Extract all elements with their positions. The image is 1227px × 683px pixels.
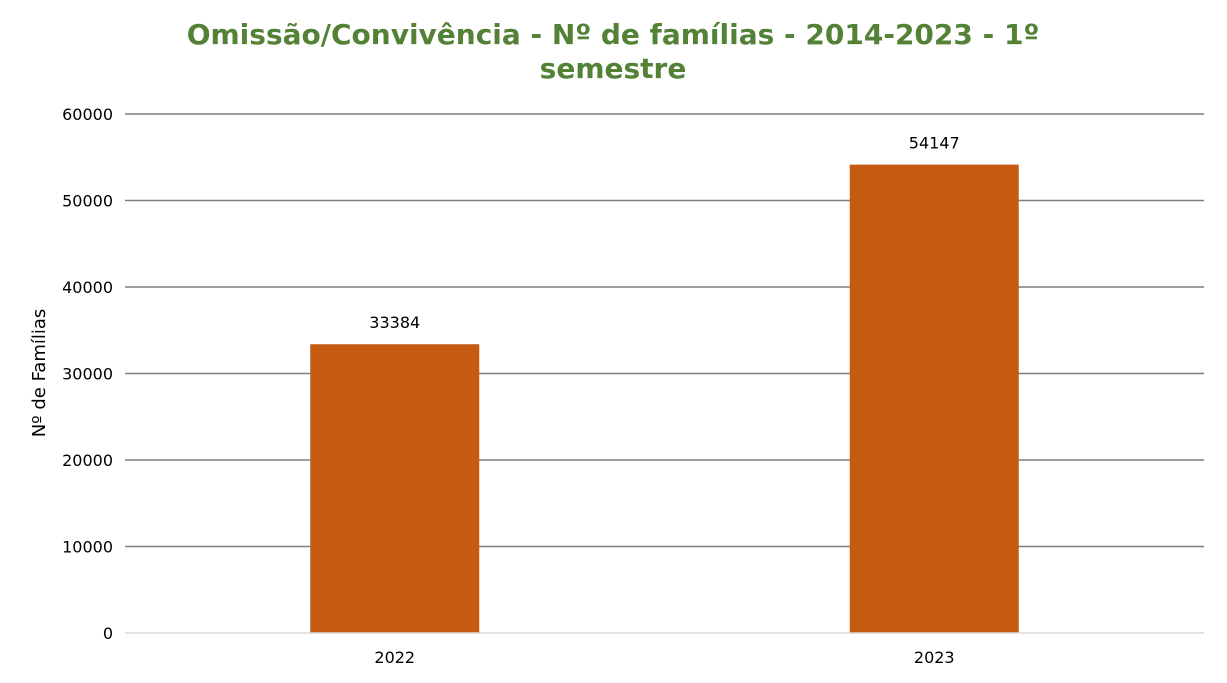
data-label-2022: 33384 <box>369 313 420 332</box>
y-tick-label: 0 <box>103 624 113 643</box>
x-axis-ticks: 2022 2023 <box>374 648 954 667</box>
y-tick-label: 10000 <box>62 538 113 557</box>
y-tick-label: 20000 <box>62 451 113 470</box>
data-label-2023: 54147 <box>909 134 960 153</box>
y-tick-label: 40000 <box>62 278 113 297</box>
data-labels: 33384 54147 <box>369 134 959 333</box>
chart-title-line-2: semestre <box>540 52 687 85</box>
x-tick-label-2022: 2022 <box>374 648 415 667</box>
y-tick-label: 30000 <box>62 365 113 384</box>
y-axis-label: Nº de Famílias <box>29 309 50 438</box>
bars <box>310 164 1019 633</box>
gridlines <box>125 113 1204 548</box>
y-tick-label: 50000 <box>62 192 113 211</box>
chart-title-line-1: Omissão/Convivência - Nº de famílias - 2… <box>187 18 1040 51</box>
bar-2023 <box>849 164 1019 633</box>
y-tick-label: 60000 <box>62 105 113 124</box>
y-axis-ticks: 0 10000 20000 30000 40000 50000 60000 <box>62 105 113 643</box>
x-tick-label-2023: 2023 <box>914 648 955 667</box>
bar-2022 <box>310 344 480 633</box>
